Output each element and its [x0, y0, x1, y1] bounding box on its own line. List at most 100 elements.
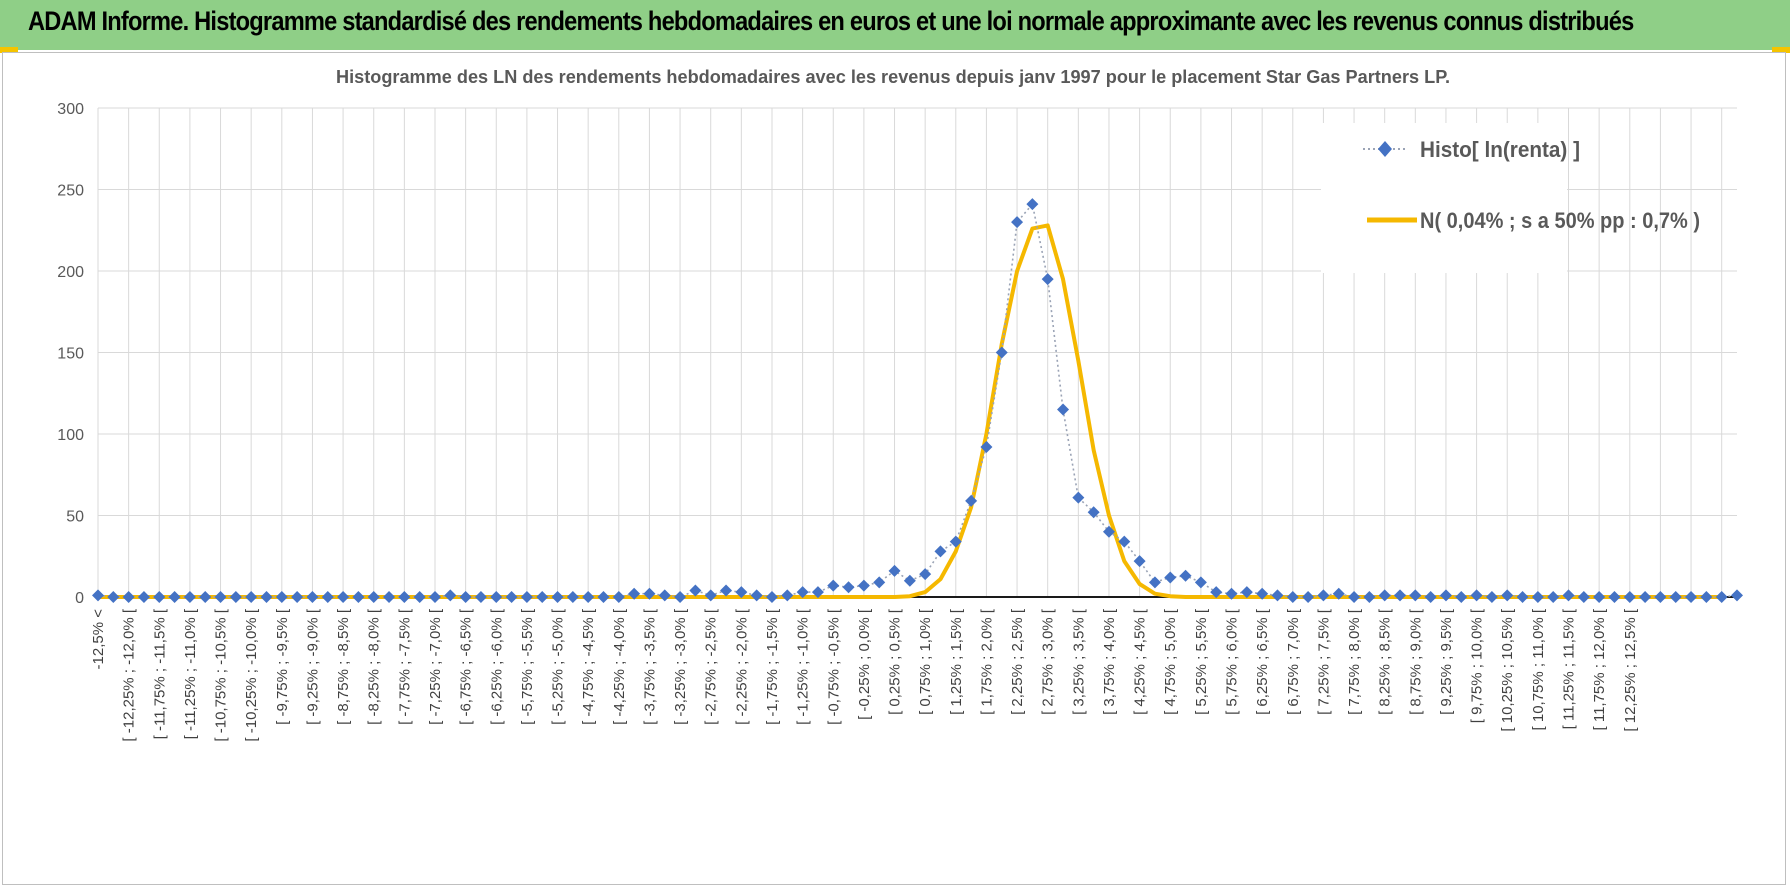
histo-marker	[658, 589, 671, 602]
grid-layer	[97, 107, 1737, 598]
histo-marker	[474, 591, 487, 603]
histo-marker	[643, 587, 656, 600]
histo-marker	[1378, 589, 1391, 602]
histo-marker	[398, 591, 411, 603]
x-tick-label: [ -10,75% ; -10,5% [	[213, 608, 230, 741]
histo-marker	[490, 591, 503, 603]
histo-marker	[566, 591, 579, 603]
histo-marker	[275, 591, 288, 603]
histo-marker	[92, 589, 104, 602]
normal-curve-line	[98, 223, 1722, 599]
x-tick-label: -12,5% <	[90, 609, 107, 670]
histo-marker	[1302, 591, 1315, 603]
x-tick-label: [ -2,75% ; -2,5% [	[703, 608, 720, 725]
x-tick-label: [ -7,75% ; -7,5% [	[396, 608, 413, 725]
histo-marker	[1348, 591, 1361, 603]
histo-marker	[1057, 403, 1070, 416]
x-tick-label: [ -5,75% ; -5,5% [	[519, 608, 536, 725]
histo-marker	[735, 586, 748, 599]
histo-marker	[781, 589, 794, 602]
x-tick-label: [ -1,25% ; -1,0% [	[795, 608, 812, 725]
histo-marker	[1072, 491, 1085, 504]
histo-marker	[1485, 591, 1498, 603]
histo-marker	[367, 591, 380, 603]
histo-marker	[1026, 198, 1039, 211]
histo-marker	[1700, 591, 1713, 603]
x-tick-label: [ 9,25% ; 9,5% [	[1438, 608, 1455, 715]
histo-marker	[888, 564, 901, 577]
x-tick-label: [ -5,25% ; -5,0% [	[550, 608, 567, 725]
histo-marker	[520, 591, 533, 603]
histo-marker	[459, 591, 472, 603]
x-tick-label: [ 5,75% ; 6,0% [	[1224, 608, 1241, 715]
histo-marker	[1531, 591, 1544, 603]
histo-marker	[873, 576, 886, 589]
x-tick-label: [ 8,75% ; 9,0% [	[1407, 608, 1424, 715]
x-tick-label: [ -7,25% ; -7,0% [	[427, 608, 444, 725]
histo-marker	[1409, 589, 1422, 602]
histo-marker	[168, 591, 181, 603]
y-tick-label: 100	[57, 427, 84, 444]
histo-marker	[980, 441, 993, 454]
accent-bar-left	[0, 47, 18, 53]
histo-marker	[1424, 591, 1437, 603]
x-tick-label: [ -4,25% ; -4,0% [	[611, 608, 628, 725]
y-tick-label: 0	[75, 590, 84, 607]
histo-marker	[199, 591, 212, 603]
x-tick-label: [ -11,75% ; -11,5% [	[151, 608, 168, 739]
x-tick-label: [ 11,25% ; 11,5% [	[1561, 608, 1578, 729]
histo-marker	[1639, 591, 1652, 603]
histo-marker	[245, 591, 258, 603]
legend-normal-label: N( 0,04% ; s a 50% pp : 0,7% )	[1420, 208, 1700, 233]
histo-marker	[919, 568, 932, 581]
legend-background	[1321, 123, 1567, 273]
histo-marker	[995, 346, 1008, 359]
x-tick-label: [ 8,25% ; 8,5% [	[1377, 608, 1394, 715]
histo-marker	[444, 589, 457, 602]
x-tick-label: [ 5,25% ; 5,5% [	[1193, 608, 1210, 715]
histo-marker	[337, 591, 350, 603]
x-tick-label: [ -6,25% ; -6,0% [	[488, 608, 505, 725]
histo-marker	[1654, 591, 1667, 603]
histo-marker	[260, 591, 273, 603]
histo-marker	[1011, 216, 1024, 229]
x-tick-label: [ 4,25% ; 4,5% [	[1132, 608, 1149, 715]
x-tick-label: [ 10,75% ; 11,0% [	[1530, 608, 1547, 730]
y-tick-label: 250	[57, 183, 84, 200]
histo-marker	[750, 589, 763, 602]
histo-marker	[1210, 586, 1223, 599]
histo-marker	[1118, 535, 1131, 548]
x-tick-label: [ -9,75% ; -9,5% [	[274, 608, 291, 725]
histo-marker	[1623, 591, 1636, 603]
x-tick-label: [ 12,25% ; 12,5% [	[1622, 608, 1639, 731]
histo-marker	[183, 591, 196, 603]
x-tick-label: [ 9,75% ; 10,0% [	[1469, 608, 1486, 723]
x-tick-label: [ 3,75% ; 4,0% [	[1101, 608, 1118, 715]
histo-marker	[1608, 591, 1621, 603]
x-tick-label: [ -12,25% ; -12,0% [	[121, 608, 138, 741]
histo-marker	[1271, 589, 1284, 602]
x-tick-label: [ 2,75% ; 3,0% [	[1040, 608, 1057, 715]
histo-marker	[1470, 589, 1483, 602]
x-tick-label: [ 7,25% ; 7,5% [	[1315, 608, 1332, 715]
histo-marker	[1363, 591, 1376, 603]
histo-marker	[1669, 591, 1682, 603]
accent-bar-right	[1772, 47, 1790, 53]
histo-marker	[536, 591, 549, 603]
histo-marker	[689, 584, 702, 597]
legend-histo-label: Histo[ ln(renta) ]	[1420, 137, 1580, 162]
histo-marker	[1102, 525, 1115, 538]
histo-marker	[1577, 591, 1590, 603]
y-tick-label: 150	[57, 346, 84, 363]
histo-marker	[796, 586, 809, 599]
legend-histo-marker	[1378, 141, 1392, 157]
histo-marker	[1148, 576, 1161, 589]
histo-marker	[903, 574, 916, 587]
y-tick-label: 300	[57, 101, 84, 118]
histo-marker	[1225, 587, 1238, 600]
histo-marker	[1194, 576, 1207, 589]
histo-marker	[597, 591, 610, 603]
x-tick-label: [ -1,75% ; -1,5% [	[764, 608, 781, 725]
histo-marker	[229, 591, 242, 603]
